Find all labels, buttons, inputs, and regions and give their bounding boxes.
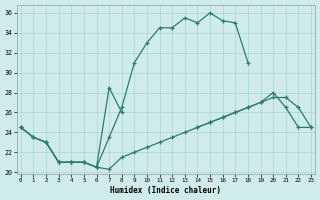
X-axis label: Humidex (Indice chaleur): Humidex (Indice chaleur) [110, 186, 221, 195]
